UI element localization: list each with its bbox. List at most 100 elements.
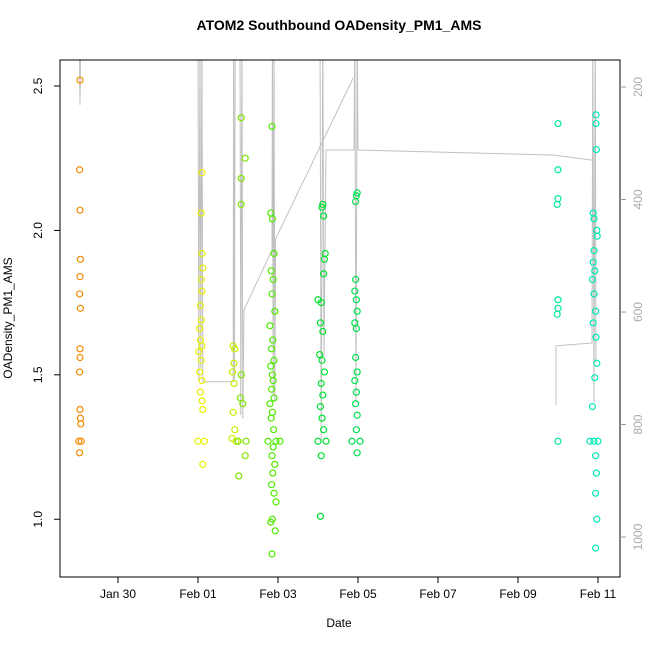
point xyxy=(592,111,600,119)
point xyxy=(591,267,599,275)
chart-title: ATOM2 Southbound OADensity_PM1_AMS xyxy=(197,17,482,33)
point xyxy=(594,437,602,445)
point xyxy=(76,304,85,312)
point xyxy=(270,394,278,402)
point xyxy=(351,287,359,295)
point xyxy=(592,469,601,477)
point xyxy=(266,322,274,330)
y-axis-label: OADensity_PM1_AMS xyxy=(1,257,15,378)
point xyxy=(352,400,360,408)
point xyxy=(316,402,324,411)
point xyxy=(318,356,326,364)
point xyxy=(351,319,359,327)
point xyxy=(196,388,204,396)
point xyxy=(272,437,280,445)
point xyxy=(348,437,356,445)
point xyxy=(267,267,275,275)
pressure-line xyxy=(79,60,597,441)
point xyxy=(198,249,206,258)
point xyxy=(320,255,328,263)
point xyxy=(586,437,594,445)
point xyxy=(316,512,324,520)
point xyxy=(272,498,280,506)
point xyxy=(197,356,205,364)
point xyxy=(236,394,244,402)
y-tick-label: 2.0 xyxy=(31,222,45,239)
point xyxy=(197,275,205,284)
x-tick-label: Feb 05 xyxy=(339,587,377,601)
point xyxy=(269,469,277,477)
x-tick-label: Feb 09 xyxy=(499,587,537,601)
point xyxy=(591,489,600,497)
point xyxy=(195,348,203,356)
point xyxy=(319,327,327,336)
point xyxy=(198,287,206,295)
point xyxy=(553,200,561,209)
point xyxy=(237,114,245,122)
point xyxy=(271,527,279,535)
y-tick-label: 2.5 xyxy=(31,77,45,94)
point xyxy=(318,203,326,211)
point xyxy=(76,206,84,214)
point xyxy=(199,405,207,414)
point xyxy=(590,247,598,255)
point xyxy=(591,307,600,315)
point xyxy=(241,452,249,460)
point xyxy=(268,550,276,558)
point xyxy=(554,195,562,203)
point xyxy=(196,325,204,333)
point xyxy=(317,379,325,388)
point xyxy=(267,518,275,526)
y2-tick-label: 200 xyxy=(631,77,645,97)
point xyxy=(75,437,83,445)
point xyxy=(352,426,360,434)
point xyxy=(276,437,284,445)
point xyxy=(269,336,277,344)
point xyxy=(591,544,600,552)
point xyxy=(591,452,600,460)
point xyxy=(316,351,324,359)
y-tick-label: 1.0 xyxy=(31,511,45,528)
point xyxy=(352,197,360,206)
point xyxy=(198,169,206,177)
point xyxy=(231,426,239,434)
point xyxy=(196,301,204,310)
point xyxy=(352,296,360,304)
point xyxy=(317,452,325,460)
point xyxy=(194,437,202,445)
y2-tick-label: 1000 xyxy=(631,523,645,550)
point xyxy=(198,397,206,405)
x-tick-label: Feb 03 xyxy=(259,587,297,601)
point xyxy=(268,345,276,353)
point xyxy=(271,307,279,315)
point xyxy=(232,437,240,445)
point xyxy=(588,402,597,411)
point xyxy=(269,376,277,385)
point xyxy=(592,119,600,128)
point xyxy=(351,376,359,385)
point xyxy=(592,333,600,341)
point xyxy=(230,359,238,367)
point xyxy=(199,264,207,272)
point xyxy=(318,414,326,422)
y2-tick-label: 400 xyxy=(631,189,645,209)
point xyxy=(200,437,208,445)
point xyxy=(268,122,276,131)
point xyxy=(266,400,274,408)
point xyxy=(592,145,601,154)
point xyxy=(352,275,360,284)
point xyxy=(353,411,361,419)
point xyxy=(320,270,328,278)
point xyxy=(75,368,84,376)
point xyxy=(591,374,599,382)
point xyxy=(352,325,360,333)
point xyxy=(590,215,598,223)
point xyxy=(593,359,601,367)
point xyxy=(268,290,276,298)
point xyxy=(317,299,325,307)
point xyxy=(268,408,276,416)
point xyxy=(589,258,597,266)
point xyxy=(554,437,562,445)
point xyxy=(237,200,245,209)
